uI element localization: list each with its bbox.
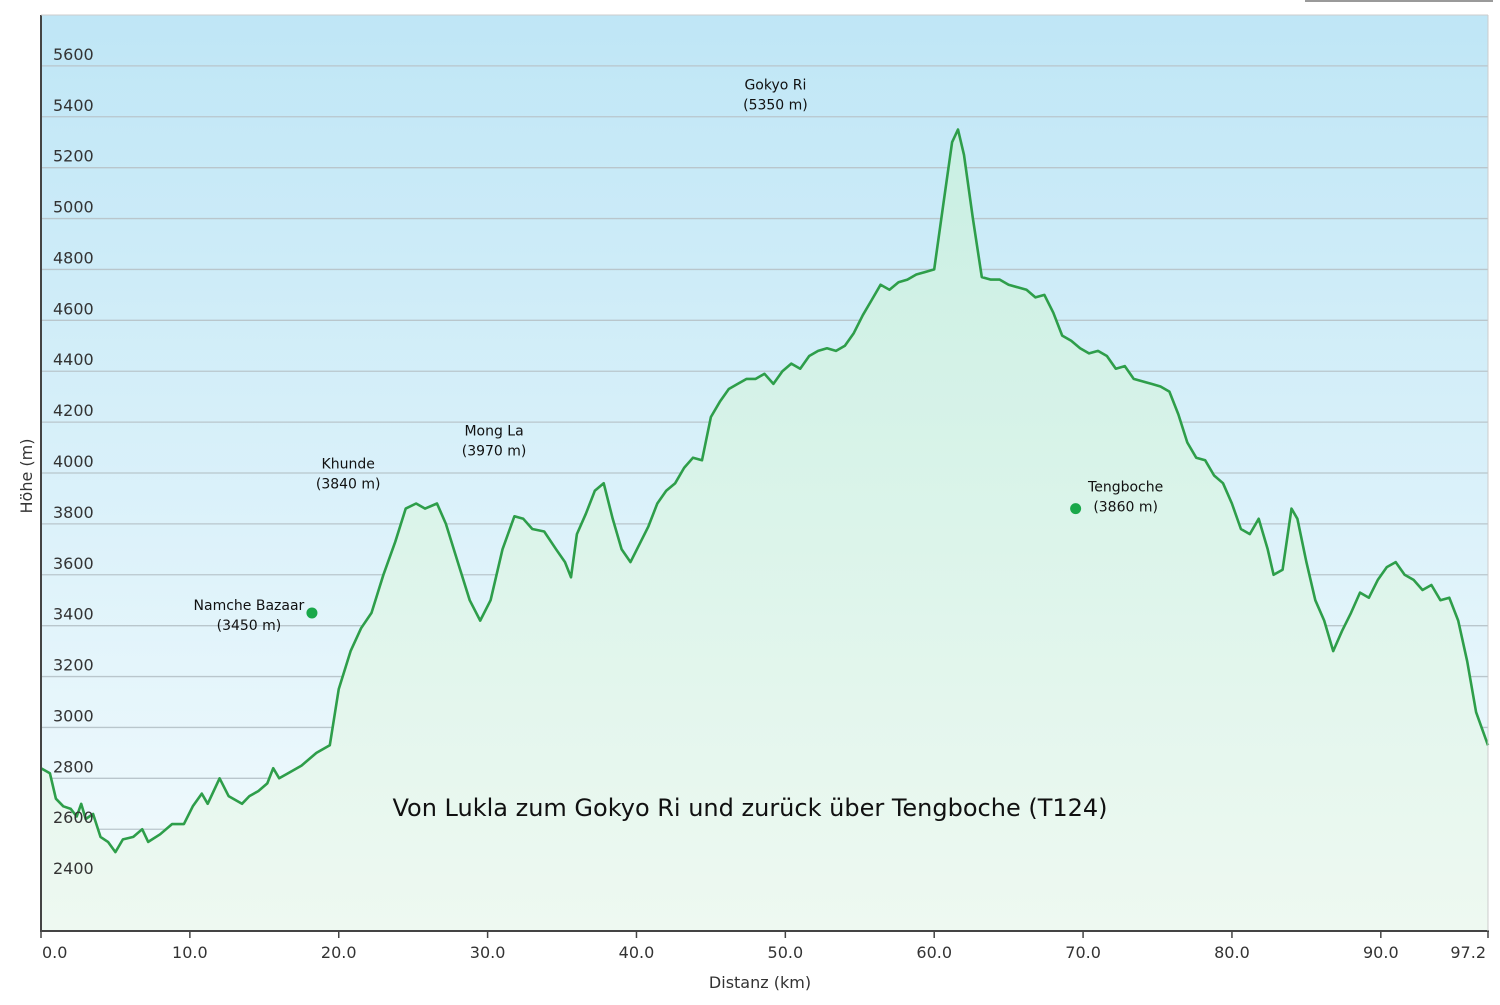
y-axis-ticks: 2400 2600 2800 3000 3200 3400 3600 3800 4000 4200… xyxy=(53,45,94,878)
y-tick-label: 5000 xyxy=(53,198,94,217)
y-tick-label: 4000 xyxy=(53,452,94,471)
x-tick-label: 70.0 xyxy=(1065,943,1101,962)
x-axis-ticks: 0.0 10.0 20.0 30.0 40.0 50.0 60.0 70.0 80.0 90.0 9… xyxy=(40,931,1489,962)
x-tick-label: 97.2 xyxy=(1450,943,1486,962)
waypoint-elevation-gokyo-ri: (5350 m) xyxy=(743,98,808,114)
waypoint-label-namche-bazaar: Namche Bazaar xyxy=(194,598,305,614)
waypoint-marker-namche-bazaar xyxy=(306,607,318,619)
waypoint-marker-tengboche xyxy=(1070,503,1082,515)
y-tick-label: 4400 xyxy=(53,350,94,369)
y-tick-label: 5200 xyxy=(53,147,94,166)
y-tick-label: 4200 xyxy=(53,401,94,420)
y-tick-label: 2600 xyxy=(53,808,94,827)
x-tick-label: 0.0 xyxy=(42,943,67,962)
elevation-area xyxy=(41,129,1488,931)
y-tick-label: 3000 xyxy=(53,706,94,725)
waypoint-label-mong-la: Mong La xyxy=(464,424,523,440)
y-tick-label: 5600 xyxy=(53,45,94,64)
waypoint-elevation-tengboche: (3860 m) xyxy=(1093,500,1158,516)
y-tick-label: 4800 xyxy=(53,248,94,267)
x-tick-label: 20.0 xyxy=(321,943,357,962)
x-tick-label: 80.0 xyxy=(1214,943,1250,962)
y-tick-label: 3600 xyxy=(53,554,94,573)
x-tick-label: 30.0 xyxy=(470,943,506,962)
x-tick-label: 50.0 xyxy=(768,943,804,962)
chart-title: Von Lukla zum Gokyo Ri und zurück über T… xyxy=(392,794,1107,822)
waypoint-annotations: Namche Bazaar (3450 m) Khunde (3840 m) Mong … xyxy=(194,78,1164,634)
waypoint-label-tengboche: Tengboche xyxy=(1087,480,1163,496)
y-tick-label: 2800 xyxy=(53,757,94,776)
x-tick-label: 60.0 xyxy=(916,943,952,962)
y-tick-label: 5400 xyxy=(53,96,94,115)
top-right-rule xyxy=(1305,0,1493,2)
waypoint-elevation-namche-bazaar: (3450 m) xyxy=(217,618,282,634)
y-tick-label: 4600 xyxy=(53,299,94,318)
elevation-line xyxy=(40,128,1490,854)
waypoint-label-khunde: Khunde xyxy=(322,457,375,473)
waypoint-label-gokyo-ri: Gokyo Ri xyxy=(744,78,806,94)
y-tick-label: 3400 xyxy=(53,605,94,624)
y-tick-label: 3800 xyxy=(53,503,94,522)
y-axis-title: Höhe (m) xyxy=(17,439,36,514)
x-tick-label: 90.0 xyxy=(1363,943,1399,962)
waypoint-elevation-mong-la: (3970 m) xyxy=(462,444,527,460)
y-tick-label: 3200 xyxy=(53,656,94,675)
x-axis-title: Distanz (km) xyxy=(709,973,811,992)
y-tick-label: 2400 xyxy=(53,859,94,878)
waypoint-elevation-khunde: (3840 m) xyxy=(316,477,381,493)
x-tick-label: 40.0 xyxy=(619,943,655,962)
x-tick-label: 10.0 xyxy=(172,943,208,962)
